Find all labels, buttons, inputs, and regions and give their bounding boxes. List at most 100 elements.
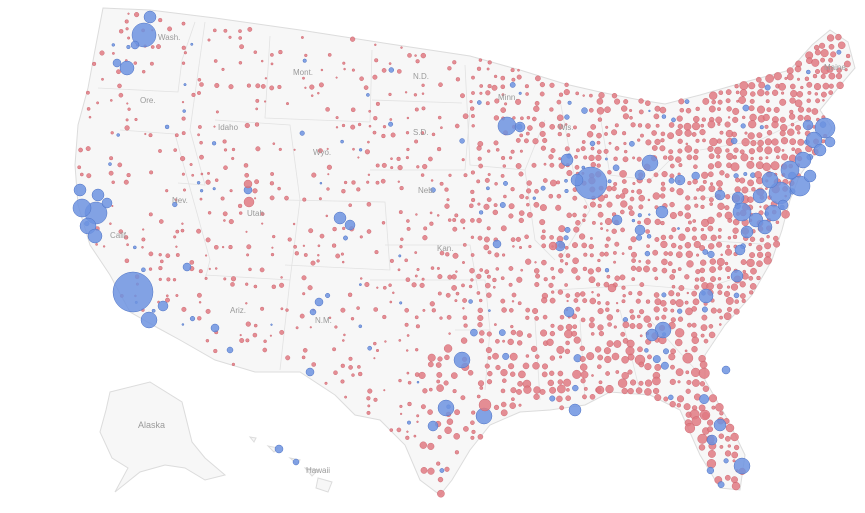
hawaii-islands [248, 436, 333, 493]
county-bubble [469, 99, 473, 104]
county-bubble [820, 49, 829, 58]
county-bubble [709, 91, 718, 100]
county-bubble [582, 266, 588, 272]
county-bubble [620, 209, 625, 215]
county-bubble [124, 258, 130, 264]
county-bubble [309, 84, 315, 90]
county-bubble [405, 277, 411, 282]
bubble [813, 143, 827, 157]
county-bubble [717, 277, 722, 281]
label-alaska: Alaska [138, 420, 165, 430]
county-bubble [500, 276, 505, 281]
county-bubble [183, 83, 187, 87]
county-bubble [654, 218, 661, 226]
county-bubble [710, 182, 714, 186]
county-bubble [677, 138, 683, 144]
county-bubble [485, 90, 491, 96]
county-bubble [556, 114, 564, 122]
county-bubble [806, 107, 812, 113]
county-bubble [326, 164, 332, 170]
county-bubble [668, 394, 674, 401]
county-bubble [670, 317, 676, 323]
county-bubble [595, 154, 602, 161]
bubble [140, 311, 158, 329]
county-bubble [471, 410, 476, 415]
county-bubble [550, 266, 555, 271]
county-bubble [771, 121, 779, 129]
county-bubble [683, 122, 692, 131]
county-bubble [607, 179, 612, 184]
county-bubble [756, 132, 763, 139]
county-bubble [771, 138, 779, 146]
county-bubble [638, 98, 644, 104]
county-bubble [731, 451, 739, 459]
county-bubble [589, 93, 593, 98]
county-bubble [708, 324, 714, 329]
county-bubble [85, 90, 90, 95]
county-bubble [621, 356, 629, 364]
county-bubble [706, 459, 717, 469]
county-bubble [597, 324, 604, 331]
county-bubble [564, 178, 568, 183]
county-bubble [399, 185, 404, 191]
county-bubble [677, 210, 684, 217]
county-bubble [669, 187, 675, 193]
county-bubble [603, 148, 609, 154]
county-bubble [652, 376, 661, 386]
county-bubble [606, 229, 609, 232]
county-bubble [479, 268, 484, 272]
county-bubble [685, 370, 690, 375]
county-bubble [685, 195, 691, 201]
county-bubble [430, 266, 435, 270]
county-bubble [277, 84, 282, 90]
bubble [732, 202, 752, 222]
county-bubble [654, 276, 659, 281]
county-bubble [373, 307, 378, 312]
county-bubble [116, 133, 120, 137]
county-bubble [646, 178, 652, 184]
county-bubble [525, 354, 530, 358]
county-bubble [654, 105, 661, 112]
county-bubble [486, 379, 493, 385]
county-bubble [682, 352, 694, 364]
county-bubble [398, 210, 403, 215]
bubble [292, 458, 300, 466]
county-bubble [324, 381, 328, 385]
county-bubble [259, 267, 265, 273]
county-bubble [622, 131, 627, 136]
county-bubble [780, 137, 789, 145]
county-bubble [720, 253, 723, 257]
county-bubble [476, 217, 482, 224]
county-bubble [644, 388, 652, 396]
county-bubble [692, 122, 701, 131]
county-bubble [478, 58, 483, 62]
los-angeles-bubble [112, 271, 154, 313]
county-bubble [406, 430, 409, 433]
bubble [706, 434, 718, 446]
county-bubble [724, 205, 730, 211]
county-bubble [605, 384, 614, 394]
county-bubble [845, 53, 851, 59]
county-bubble [269, 181, 275, 186]
county-bubble [786, 73, 794, 81]
county-bubble [652, 267, 658, 273]
county-bubble [476, 66, 482, 71]
county-bubble [717, 202, 725, 210]
county-bubble [660, 186, 666, 192]
county-bubble [597, 117, 603, 122]
county-bubble [564, 188, 569, 194]
county-bubble [740, 259, 747, 265]
county-bubble [564, 114, 570, 120]
county-bubble [557, 289, 564, 295]
county-bubble [183, 51, 187, 55]
county-bubble [269, 85, 275, 91]
county-bubble [663, 155, 668, 160]
county-bubble [636, 234, 643, 241]
county-bubble [563, 378, 572, 387]
county-bubble [190, 42, 194, 46]
county-bubble [614, 123, 619, 128]
county-bubble [637, 138, 641, 142]
county-bubble [548, 282, 554, 288]
county-bubble [605, 371, 610, 376]
county-bubble [732, 107, 740, 115]
